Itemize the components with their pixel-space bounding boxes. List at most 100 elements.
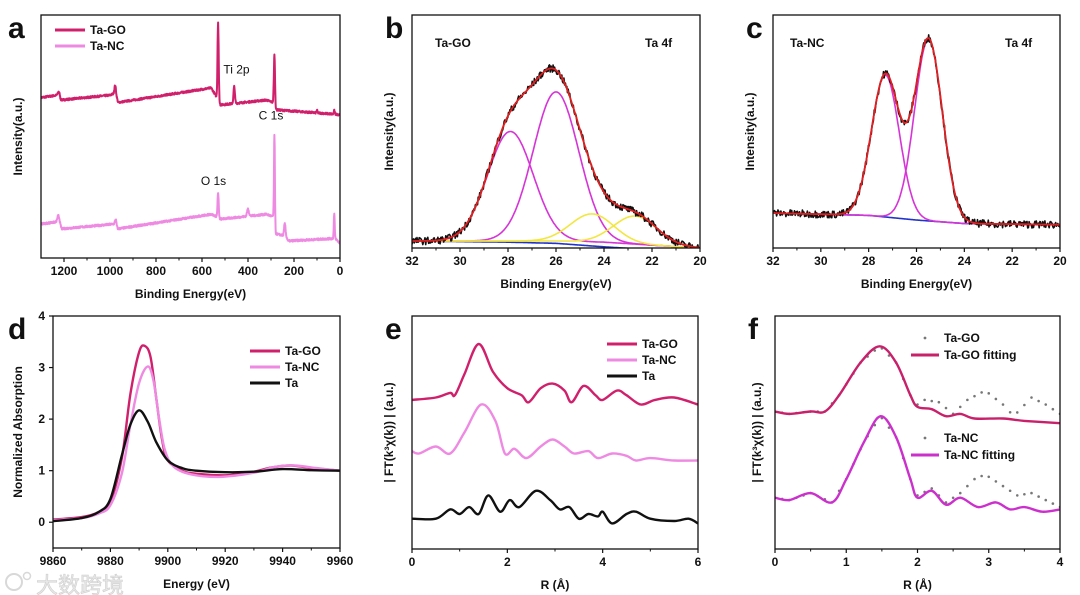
data-point (1015, 411, 1019, 414)
watermark-text: 大数跨境 (36, 573, 124, 595)
data-point (937, 400, 941, 404)
x-tick-label: 24 (958, 254, 972, 268)
x-tick-label: 9880 (97, 554, 124, 568)
series-ta-nc-fitting (775, 415, 1060, 513)
x-tick-label: 32 (405, 254, 419, 268)
peak-annotation: Ti 2p (223, 62, 250, 76)
panel-text-label: Ta-GO (435, 36, 471, 50)
x-tick-label: 0 (337, 264, 344, 278)
x-tick-label: 0 (772, 555, 779, 569)
legend-label: Ta-NC (944, 431, 979, 445)
series-envelope (412, 67, 700, 248)
legend-label: Ta-NC (90, 39, 125, 53)
axes-frame (40, 14, 341, 259)
legend-label: Ta (285, 376, 298, 390)
x-tick-label: 9960 (327, 554, 354, 568)
x-tick-label: 28 (501, 254, 515, 268)
y-tick-label: 1 (38, 464, 45, 478)
data-point (987, 475, 991, 479)
chart-c: 32 30 28 26 24 22 20 Binding Energy(eV) Intensit… (743, 12, 1067, 291)
panel-label: d (8, 313, 26, 346)
data-point (944, 406, 948, 410)
legend: Ta-GO Ta-NC Ta (250, 344, 321, 390)
series-ta-go-dots (775, 347, 1060, 416)
plot-area (41, 21, 340, 245)
panel-label: f (748, 313, 759, 346)
x-tick-label: 9860 (40, 554, 67, 568)
watermark: 大数跨境 (5, 571, 124, 595)
data-point (1037, 399, 1040, 403)
data-point (923, 398, 926, 402)
data-point (958, 405, 962, 409)
plot-area (53, 344, 340, 523)
panel-text-label: Ta 4f (1005, 36, 1033, 50)
data-point (1008, 411, 1012, 414)
panel-text-label: Ta 4f (645, 36, 673, 50)
legend: Ta-GO Ta-NC Ta (607, 337, 678, 383)
data-point (1015, 494, 1019, 497)
legend-label: Ta-GO (944, 331, 980, 345)
data-point (994, 480, 998, 483)
series-data (773, 34, 1060, 229)
x-tick-label: 400 (238, 264, 258, 278)
y-axis-label: Intensity(a.u.) (382, 92, 396, 170)
x-tick-label: 22 (1005, 254, 1019, 268)
series-ta-nc (412, 403, 698, 462)
x-tick-label: 30 (814, 254, 828, 268)
data-point (973, 394, 976, 398)
x-tick-label: 800 (146, 264, 166, 278)
series-ta-go (412, 342, 698, 406)
x-tick-label: 20 (693, 254, 707, 268)
x-tick-label: 26 (910, 254, 924, 268)
x-axis-label: Energy (eV) (163, 577, 230, 591)
chart-d: 9860 9880 9900 9920 9940 9960 0 1 2 3 4 Energy (eV)… (8, 309, 354, 591)
legend-label: Ta-GO (642, 337, 678, 351)
x-tick-label: 200 (284, 264, 304, 278)
data-point (1001, 484, 1005, 488)
data-point (1051, 502, 1055, 505)
x-tick-label: 2 (914, 555, 921, 569)
x-tick-label: 9900 (154, 554, 181, 568)
plot-area (775, 345, 1060, 513)
data-point (1037, 495, 1040, 498)
series-ta-go (41, 21, 340, 117)
series-component-2 (412, 91, 700, 248)
x-tick-label: 600 (192, 264, 212, 278)
watermark-logo-icon (5, 573, 23, 591)
series-ta-nc (41, 133, 340, 245)
legend-label: Ta (642, 369, 655, 383)
data-point (1051, 407, 1055, 411)
watermark-logo-icon-dot (22, 571, 32, 581)
chart-a: 1200 1000 800 600 400 200 0 Binding Energy(eV) I… (8, 12, 344, 301)
x-tick-label: 2 (504, 555, 511, 569)
x-tick-label: 6 (695, 555, 702, 569)
data-point (1023, 403, 1026, 407)
x-tick-label: 1 (843, 555, 850, 569)
x-axis-label: R (Å) (541, 577, 570, 592)
series-envelope (773, 37, 1060, 226)
plot-area (773, 34, 1060, 229)
data-point (944, 501, 948, 504)
x-tick-label: 28 (862, 254, 876, 268)
x-tick-label: 9940 (269, 554, 296, 568)
x-tick-label: 4 (599, 555, 606, 569)
legend-label: Ta-NC (642, 353, 677, 367)
data-point (1030, 396, 1033, 399)
chart-b: 32 30 28 26 24 22 20 Binding Energy(eV) Intensit… (382, 12, 707, 291)
x-axis-label: Binding Energy(eV) (861, 277, 972, 291)
panel-label: a (8, 12, 25, 45)
data-point (980, 391, 983, 394)
data-point (1001, 403, 1005, 406)
x-tick-label: 3 (985, 555, 992, 569)
x-tick-label: 1200 (51, 264, 78, 278)
data-point (1044, 403, 1048, 406)
y-axis-label: Intensity(a.u.) (11, 97, 25, 175)
y-tick-label: 4 (38, 309, 45, 323)
panel-text-label: Ta-NC (790, 36, 825, 50)
y-tick-label: 2 (38, 412, 45, 426)
data-point (994, 397, 998, 401)
y-tick-label: 0 (38, 515, 45, 529)
plot-area (412, 342, 698, 525)
data-point (1023, 492, 1026, 496)
